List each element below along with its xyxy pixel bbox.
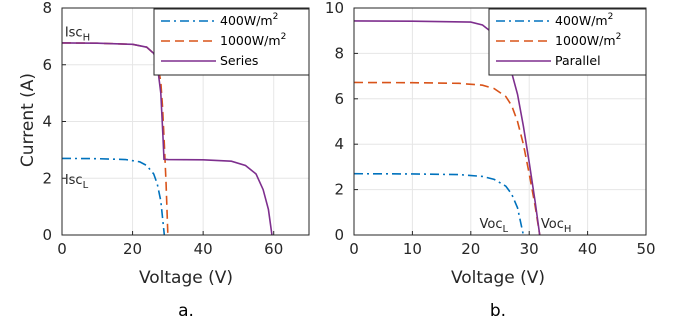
legend-label: 400W/m2 [220,12,278,28]
x-tick-label: 50 [636,240,655,258]
legend-label: 1000W/m2 [555,32,621,48]
y-axis-label-a: Current (A) [18,73,38,167]
legend: 400W/m2 1000W/m2 Parallel [488,8,647,76]
annotation-isc-h: IscH [65,25,90,43]
x-axis-label-b: Voltage (V) [451,268,545,288]
y-tick-label: 4 [334,135,344,153]
legend: 400W/m2 1000W/m2 Series [153,8,310,76]
panel-label-a: a. [178,301,194,321]
series-line-b-1 [354,172,525,235]
y-tick-label: 0 [334,226,344,244]
x-tick-label: 60 [264,240,283,258]
y-tick-label: 6 [42,56,52,74]
legend-box [488,8,647,76]
legend-label: 400W/m2 [555,12,613,28]
x-tick-label: 20 [461,240,480,258]
legend-label: Parallel [555,53,601,68]
x-tick-label: 0 [349,240,359,258]
series-line-a-3 [62,42,273,235]
legend-label: 1000W/m2 [220,32,286,48]
x-tick-label: 30 [520,240,539,258]
x-tick-label: 20 [123,240,142,258]
series-line-a-1 [62,157,166,235]
legend-box [153,8,310,76]
chart-panel-b: 0 10 20 30 40 50 0 2 4 6 8 10 VocL VocH 400W/m2 1000W/m… [325,0,656,258]
chart-panel-a: 0 20 40 60 0 2 4 6 8 IscH IscL 400W/m2 1000W/m2 Serie… [42,0,310,258]
y-tick-label: 0 [42,226,52,244]
y-tick-label: 4 [42,113,52,131]
axes-frame [353,7,647,236]
y-tick-label: 2 [42,169,52,187]
x-axis-label-a: Voltage (V) [139,268,233,288]
x-tick-label: 40 [578,240,597,258]
y-tick-label: 2 [334,181,344,199]
y-tick-label: 8 [334,44,344,62]
annotation-voc-h: VocH [541,217,572,235]
series-line-b-2 [354,81,541,235]
y-tick-label: 8 [42,0,52,17]
panel-label-b: b. [490,301,506,321]
annotation-isc-l: IscL [65,173,89,191]
y-tick-label: 6 [334,90,344,108]
x-tick-label: 0 [57,240,67,258]
x-tick-label: 10 [403,240,422,258]
legend-label: Series [220,53,258,68]
y-tick-label: 10 [325,0,344,17]
annotation-voc-l: VocL [480,217,509,235]
x-tick-label: 40 [194,240,213,258]
